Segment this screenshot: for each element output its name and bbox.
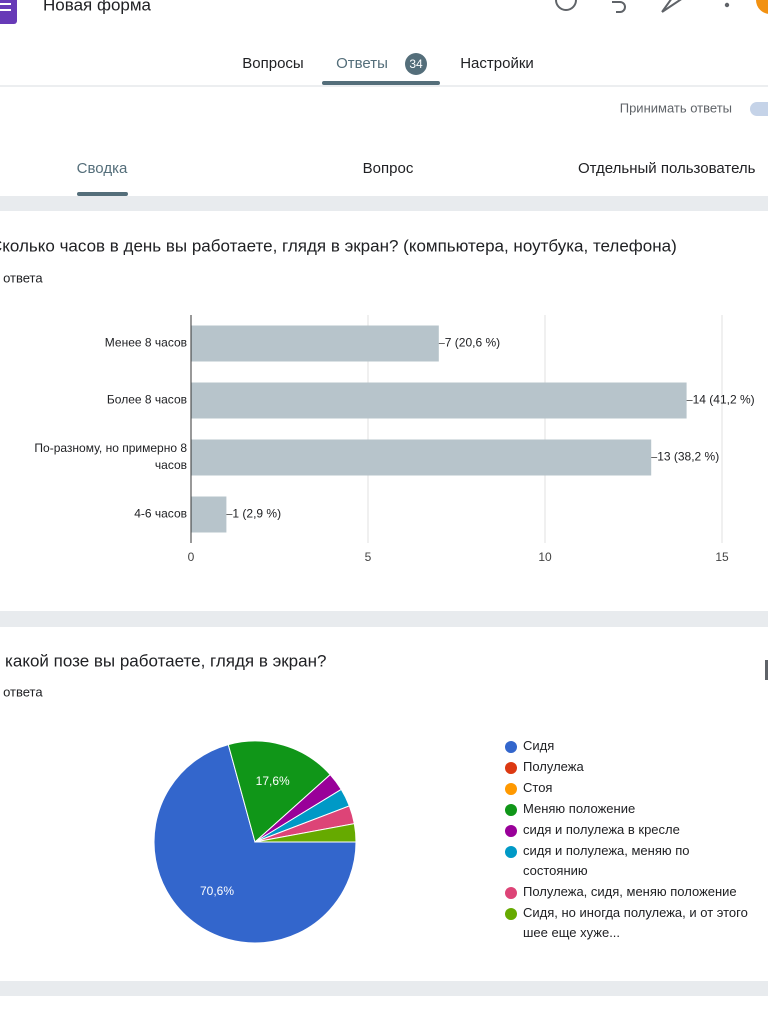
subtab[interactable]: Сводка <box>77 160 128 177</box>
copy-icon[interactable] <box>765 660 768 680</box>
slice-label: 17,6% <box>256 774 290 788</box>
legend-label: Сидя <box>523 738 554 753</box>
pie-slice <box>227 740 331 843</box>
x-tick-label: 0 <box>188 550 195 564</box>
bar <box>191 439 652 476</box>
slice-label: 70,6% <box>200 884 234 898</box>
data-label: 14 (41,2 %) <box>693 393 755 407</box>
tab[interactable]: Ответы <box>336 55 388 72</box>
x-tick-label: 5 <box>365 550 372 564</box>
tab-indicator <box>322 81 440 85</box>
forms-icon[interactable] <box>0 0 17 24</box>
more-icon[interactable] <box>724 2 730 8</box>
pie-slice <box>254 823 357 843</box>
separator <box>0 611 768 627</box>
tab[interactable]: Вопросы <box>242 55 303 72</box>
badge-count: 34 <box>409 57 423 71</box>
response-count: 34 ответа <box>0 684 43 699</box>
separator <box>0 196 768 211</box>
y-tick-label: Более 8 часов <box>107 393 187 407</box>
legend-marker <box>505 825 517 837</box>
legend-label: Сидя, но иногда полулежа, и от этого шее … <box>523 905 748 940</box>
bar <box>191 325 439 362</box>
y-tick-label: По-разному, но примерно 8 часов <box>34 441 187 472</box>
response-count: 34 ответа <box>0 270 43 285</box>
legend-marker <box>505 804 517 816</box>
bar <box>191 496 227 533</box>
subtab[interactable]: Вопрос <box>363 160 414 177</box>
question-title: В какой позе вы работаете, глядя в экран… <box>0 651 326 670</box>
data-label: 7 (20,6 %) <box>445 336 500 350</box>
data-label: 13 (38,2 %) <box>657 450 719 464</box>
accepting-label: Принимать ответы <box>620 100 732 115</box>
pie-slice <box>153 743 357 944</box>
undo-icon[interactable] <box>612 1 626 13</box>
legend-label: сидя и полулежа в кресле <box>523 822 680 837</box>
question-title: Сколько часов в день вы работаете, глядя… <box>0 236 677 255</box>
legend-marker <box>505 908 517 920</box>
legend-marker <box>505 741 517 753</box>
legend-label: Полулежа, сидя, меняю положение <box>523 884 737 899</box>
tab[interactable]: Настройки <box>460 55 534 72</box>
legend-marker <box>505 762 517 774</box>
legend-label: Меняю положение <box>523 801 635 816</box>
legend-marker <box>505 783 517 795</box>
data-label: 1 (2,9 %) <box>232 507 281 521</box>
separator <box>0 981 768 996</box>
subtab-indicator <box>77 192 128 196</box>
toggle[interactable] <box>750 102 768 116</box>
avatar[interactable] <box>756 0 768 14</box>
x-tick-label: 15 <box>715 550 729 564</box>
y-tick-label: 4-6 часов <box>134 507 187 521</box>
badge <box>405 53 427 75</box>
x-tick-label: 10 <box>538 550 552 564</box>
legend-label: Стоя <box>523 780 552 795</box>
bar <box>191 382 687 419</box>
legend-label: сидя и полулежа, меняю по состоянию <box>523 843 690 878</box>
y-tick-label: Менее 8 часов <box>105 336 187 350</box>
legend-label: Полулежа <box>523 759 584 774</box>
form-title: Новая форма <box>43 0 152 14</box>
send-icon[interactable] <box>661 0 686 13</box>
subtab[interactable]: Отдельный пользователь <box>578 160 756 177</box>
palette-icon[interactable] <box>555 0 577 11</box>
legend-marker <box>505 887 517 899</box>
legend-marker <box>505 846 517 858</box>
